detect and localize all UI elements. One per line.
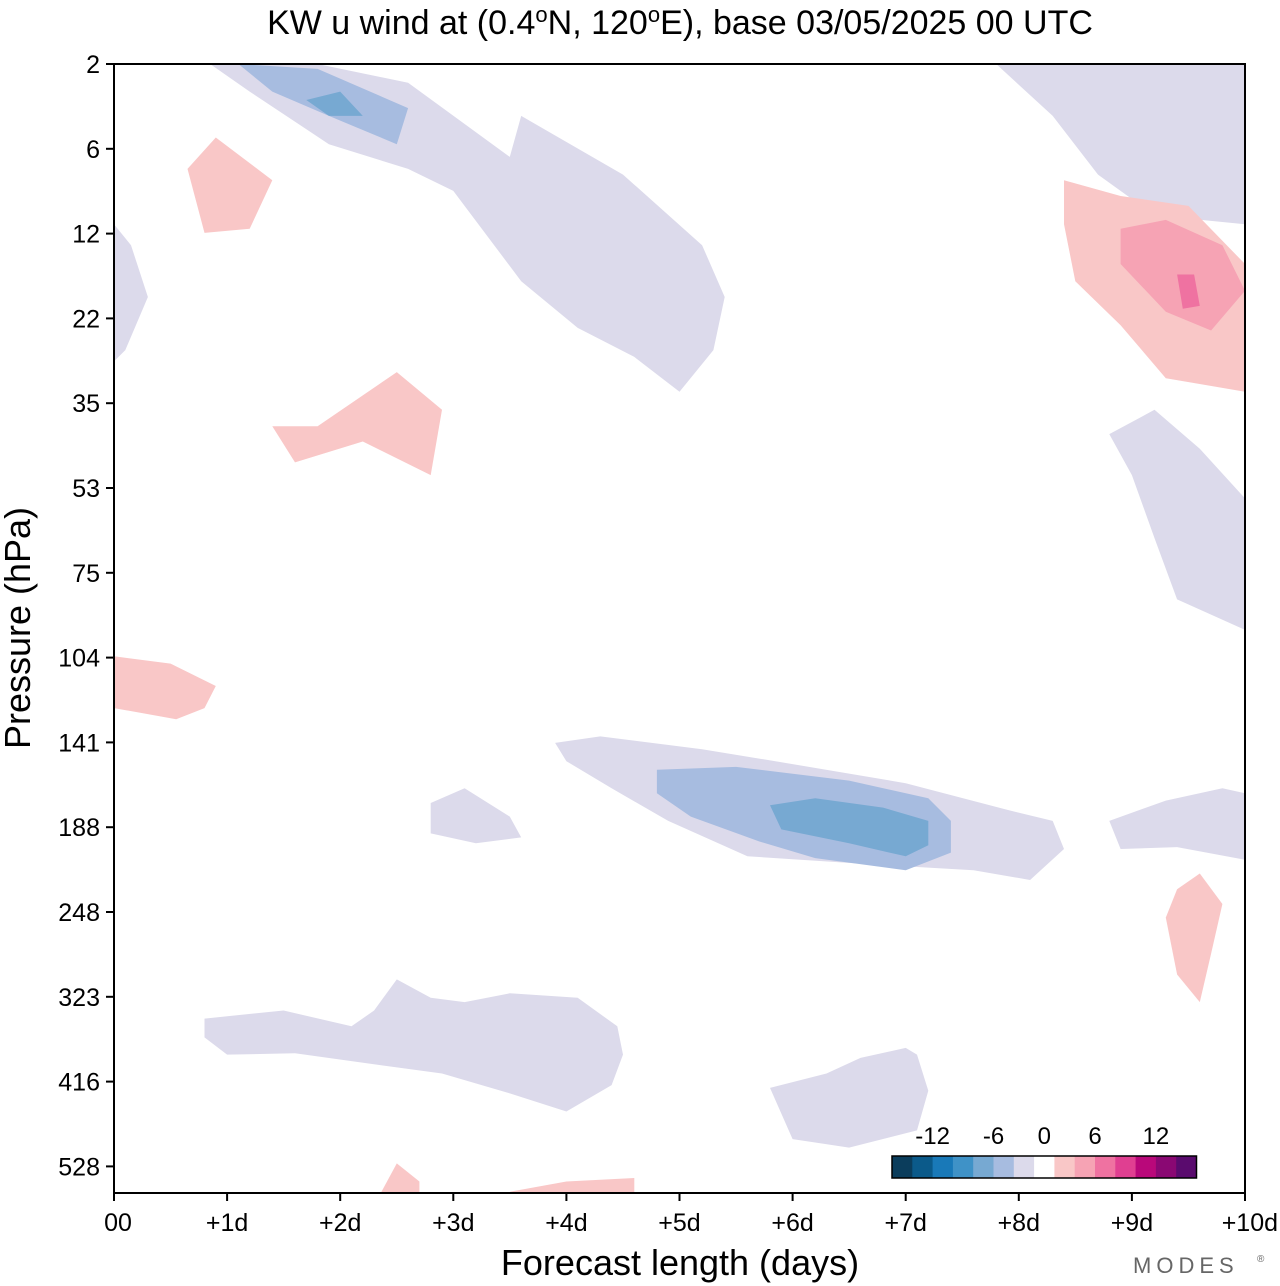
colorbar-swatch xyxy=(1054,1156,1076,1178)
brand-logo-text: MODES xyxy=(1133,1253,1239,1278)
contour-pos-upper-left xyxy=(187,137,273,233)
contour-neg-mid-right xyxy=(1109,788,1245,860)
contour-pos-upper-mid xyxy=(272,372,442,476)
colorbar-swatch xyxy=(912,1156,934,1178)
x-tick-label: +4d xyxy=(545,1209,587,1237)
x-tick-label: +6d xyxy=(771,1209,813,1237)
x-tick-label: +9d xyxy=(1111,1209,1153,1237)
y-tick-label: 35 xyxy=(72,390,100,418)
x-tick-label: 00 xyxy=(104,1209,132,1237)
y-tick-label: 12 xyxy=(72,221,100,249)
colorbar-frame xyxy=(891,1155,1198,1179)
contour-neg-upper-core xyxy=(306,91,363,116)
colorbar-swatch xyxy=(1115,1156,1137,1178)
x-tick-label: +5d xyxy=(658,1209,700,1237)
x-tick-label: +8d xyxy=(998,1209,1040,1237)
contour-pos-upper-right-max xyxy=(1177,274,1200,309)
y-axis: 2 6 12 22 35 53 75 104 141 188 248 323 416 528 xyxy=(58,51,114,1181)
contour-pos-right-column xyxy=(1165,873,1223,1003)
contour-neg-upper-left-band xyxy=(210,64,725,392)
colorbar-swatch xyxy=(1135,1156,1157,1178)
colorbar-label: 6 xyxy=(1088,1123,1101,1150)
y-tick-label: 141 xyxy=(58,729,100,757)
contour-neg-small-3d xyxy=(430,788,522,844)
colorbar-label: -12 xyxy=(915,1123,950,1150)
x-axis: 00 +1d +2d +3d +4d +5d +6d +7d +8d +9d +10d xyxy=(104,1193,1278,1237)
colorbar-swatch xyxy=(1034,1156,1055,1178)
contour-neg-mid-core xyxy=(770,798,929,857)
colorbar-swatch xyxy=(1155,1156,1177,1178)
contour-neg-left-edge-blob xyxy=(114,224,148,362)
y-tick-label: 416 xyxy=(58,1069,100,1097)
colorbar-swatch xyxy=(1013,1156,1035,1178)
colorbar-swatch xyxy=(1095,1156,1116,1178)
chart-title: KW u wind at (0.4oN, 120oE), base 03/05/… xyxy=(267,2,1093,42)
colorbar-label: -6 xyxy=(983,1123,1004,1150)
y-tick-label: 75 xyxy=(72,560,100,588)
colorbar: -12 -6 0 6 12 xyxy=(891,1123,1198,1179)
x-tick-label: +1d xyxy=(206,1209,248,1237)
y-tick-label: 22 xyxy=(72,305,100,333)
contour-regions xyxy=(114,64,1245,1193)
x-tick-label: +10d xyxy=(1222,1209,1278,1237)
colorbar-label: 0 xyxy=(1038,1123,1051,1150)
contour-pos-bottom-mid xyxy=(509,1178,635,1193)
contour-neg-lower-left-blob xyxy=(204,979,623,1112)
y-tick-label: 2 xyxy=(86,51,100,79)
y-tick-label: 248 xyxy=(58,899,100,927)
y-tick-label: 53 xyxy=(72,475,100,503)
y-tick-label: 528 xyxy=(58,1153,100,1181)
colorbar-label: 12 xyxy=(1143,1123,1170,1150)
y-tick-label: 6 xyxy=(86,136,100,164)
colorbar-swatch xyxy=(932,1156,954,1178)
colorbar-swatch xyxy=(1074,1156,1096,1178)
colorbar-swatch xyxy=(993,1156,1015,1178)
contour-pos-bottom-left xyxy=(380,1163,420,1193)
y-tick-label: 323 xyxy=(58,984,100,1012)
brand-registered-mark: ® xyxy=(1257,1254,1265,1265)
colorbar-swatch xyxy=(952,1156,974,1178)
contour-neg-right-upper-band xyxy=(996,64,1245,225)
y-axis-title: Pressure (hPa) xyxy=(0,507,38,749)
colorbar-swatch xyxy=(1176,1156,1197,1178)
x-axis-title: Forecast length (days) xyxy=(501,1242,859,1283)
contour-neg-lower-right-blob xyxy=(770,1047,929,1148)
contour-neg-right-column xyxy=(1109,409,1245,630)
colorbar-swatch xyxy=(973,1156,994,1178)
x-tick-label: +7d xyxy=(884,1209,926,1237)
x-tick-label: +3d xyxy=(432,1209,474,1237)
contour-pos-left-edge xyxy=(114,656,216,720)
colorbar-swatch xyxy=(892,1156,913,1178)
x-tick-label: +2d xyxy=(319,1209,361,1237)
y-tick-label: 188 xyxy=(58,814,100,842)
y-tick-label: 104 xyxy=(58,645,100,673)
